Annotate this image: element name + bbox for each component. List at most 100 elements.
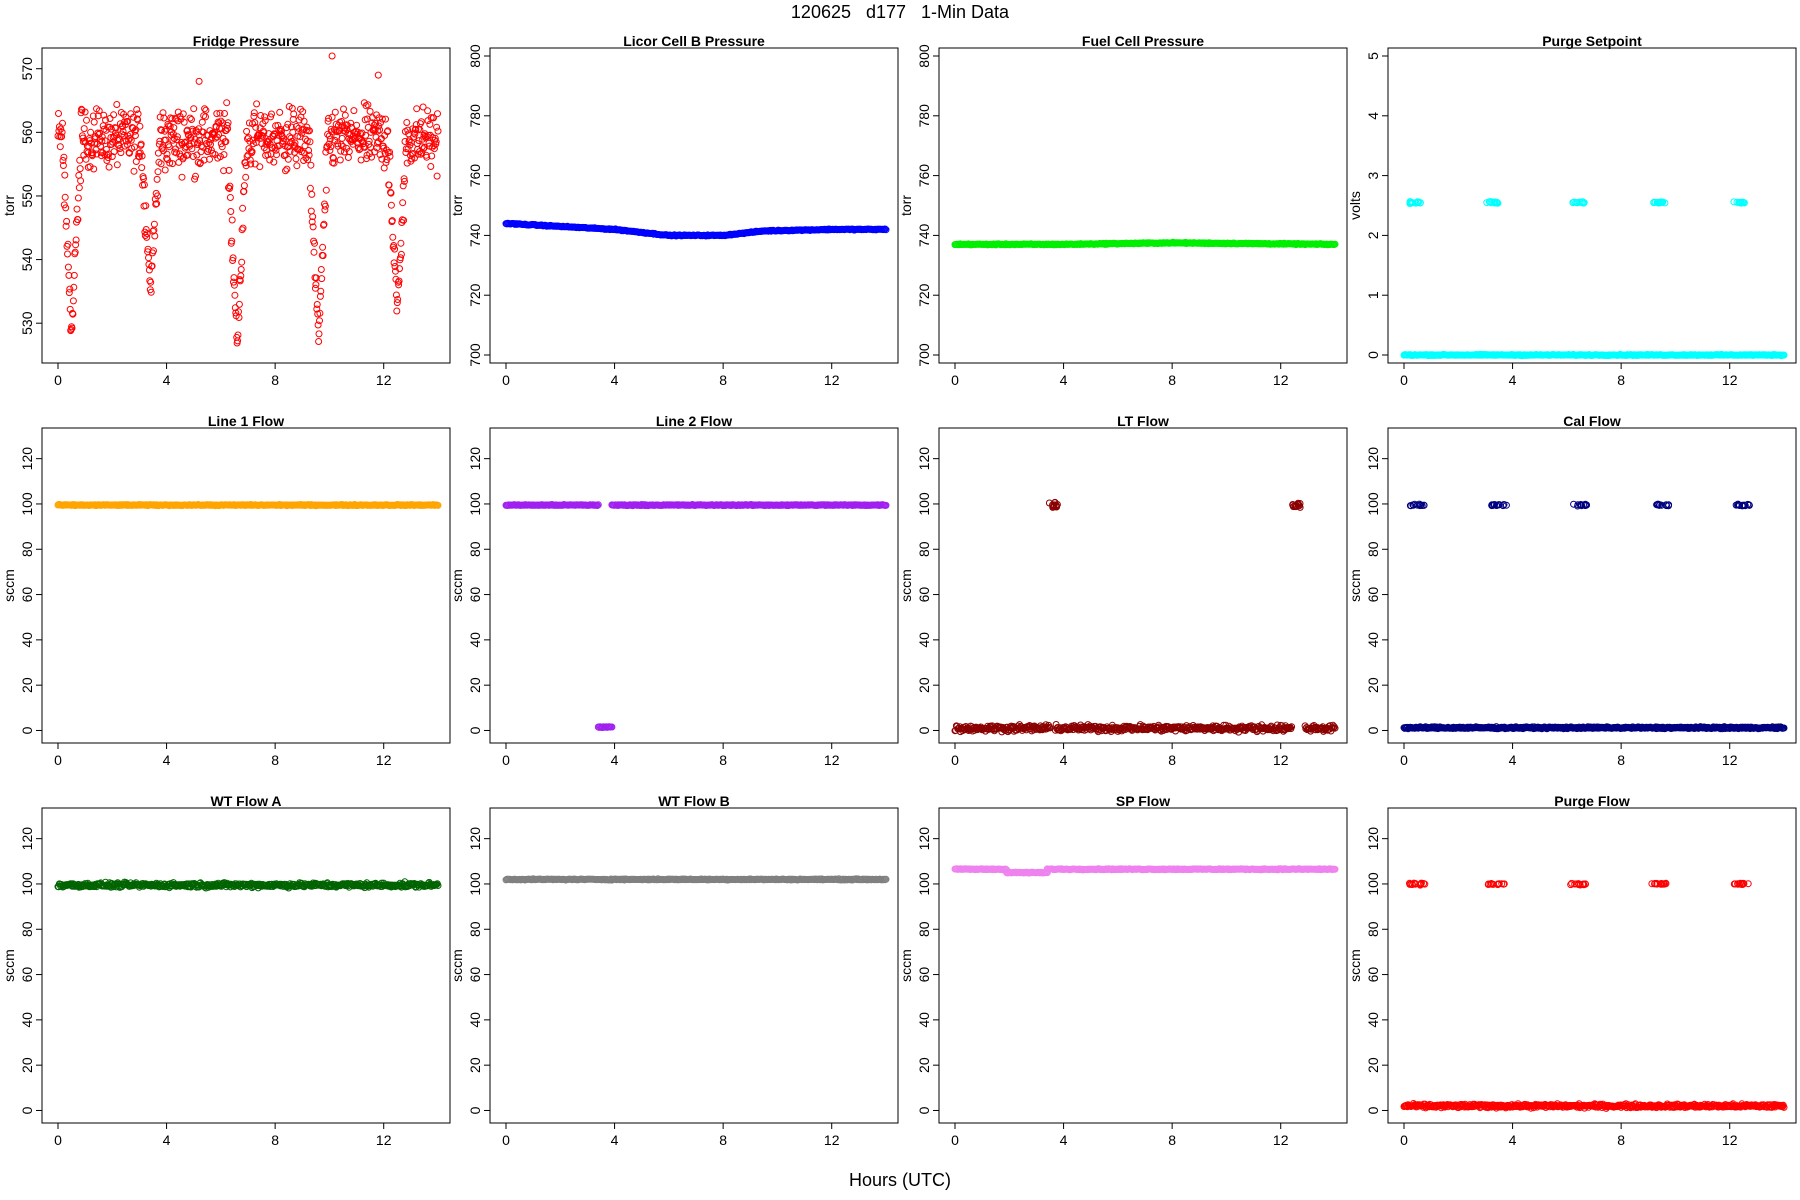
data-point: [433, 172, 441, 180]
data-point: [310, 248, 318, 256]
data-point: [145, 254, 152, 262]
data-point: [59, 157, 67, 164]
data-point: [161, 127, 169, 135]
data-point: [227, 208, 235, 215]
x-tick-label: 0: [502, 372, 510, 388]
data-point: [387, 201, 395, 209]
y-axis-label: sccm: [898, 569, 914, 602]
data-point: [76, 156, 84, 164]
x-tick-label: 4: [163, 1132, 171, 1148]
data-point: [61, 171, 69, 179]
data-point: [74, 194, 82, 202]
data-point: [116, 136, 123, 144]
x-tick-label: 12: [1273, 372, 1289, 388]
data-points: [951, 498, 1339, 736]
data-point: [366, 107, 374, 115]
data-point: [115, 135, 123, 143]
data-point: [117, 109, 125, 116]
data-point: [65, 289, 73, 297]
panel-title: Purge Setpoint: [1542, 33, 1642, 49]
data-point: [134, 110, 142, 118]
data-point: [172, 145, 180, 153]
data-point: [64, 240, 72, 248]
x-tick-label: 8: [1617, 752, 1625, 768]
y-tick-label: 120: [467, 447, 483, 471]
data-point: [86, 163, 94, 171]
data-point: [158, 126, 166, 134]
y-tick-label: 800: [467, 44, 483, 68]
y-axis-label: torr: [1, 195, 17, 216]
data-point: [240, 182, 248, 190]
data-point: [75, 184, 83, 192]
plot-frame: [41, 47, 451, 364]
data-point: [417, 118, 425, 126]
data-point: [90, 165, 98, 173]
y-tick-label: 720: [467, 283, 483, 307]
data-point: [104, 154, 112, 162]
data-point: [72, 241, 80, 249]
data-point: [257, 112, 265, 119]
data-point: [68, 324, 76, 332]
data-point: [231, 291, 239, 299]
y-tick-label: 100: [1365, 492, 1381, 516]
data-point: [95, 107, 103, 115]
data-point: [173, 133, 181, 141]
data-point: [82, 155, 90, 163]
y-axis-label: volts: [1347, 191, 1363, 220]
y-tick-label: 100: [19, 492, 35, 516]
data-point: [350, 107, 358, 115]
y-tick-label: 0: [19, 726, 35, 734]
data-point: [424, 107, 432, 115]
page-title: 120625 d177 1-Min Data: [790, 2, 1010, 22]
x-tick-label: 12: [1722, 372, 1738, 388]
data-point: [142, 202, 150, 210]
y-tick-label: 100: [19, 872, 35, 896]
data-point: [376, 126, 384, 134]
x-tick-label: 4: [163, 752, 171, 768]
y-tick-label: 80: [19, 921, 35, 937]
data-point: [98, 137, 106, 145]
y-tick-label: 5: [1365, 52, 1381, 60]
data-point: [127, 136, 135, 144]
y-tick-label: 120: [19, 827, 35, 851]
data-point: [319, 243, 327, 251]
data-point: [136, 122, 144, 130]
data-point: [164, 120, 172, 128]
data-point: [153, 175, 161, 183]
data-point: [164, 156, 171, 163]
data-point: [313, 301, 321, 308]
data-point: [76, 165, 84, 173]
x-tick-label: 0: [1400, 372, 1408, 388]
y-axis-label: sccm: [449, 569, 465, 602]
y-tick-label: 2: [1365, 231, 1381, 239]
x-tick-label: 8: [271, 372, 279, 388]
data-point: [353, 121, 361, 129]
y-tick-label: 3: [1365, 171, 1381, 179]
data-point: [110, 111, 118, 119]
data-point: [331, 108, 339, 116]
data-points: [54, 500, 442, 510]
data-point: [193, 151, 201, 159]
data-point: [312, 281, 320, 289]
plot-frame: [489, 47, 899, 364]
data-point: [256, 163, 264, 171]
data-point: [137, 140, 145, 148]
data-points: [1400, 198, 1788, 360]
plot-frame: [41, 807, 451, 1124]
plot-frame: [41, 427, 451, 744]
data-point: [148, 262, 156, 270]
y-tick-label: 0: [1365, 726, 1381, 734]
data-point: [161, 166, 169, 174]
y-axis-label: sccm: [1, 949, 17, 982]
data-point: [59, 119, 66, 127]
y-tick-label: 120: [19, 447, 35, 471]
data-point: [169, 160, 176, 168]
data-point: [328, 52, 336, 60]
data-point: [131, 143, 138, 151]
data-point: [293, 162, 301, 170]
data-points: [1400, 500, 1788, 733]
plot-frame: [938, 47, 1348, 364]
data-point: [157, 160, 165, 168]
data-point: [317, 266, 325, 273]
panel-title: WT Flow A: [210, 793, 281, 809]
